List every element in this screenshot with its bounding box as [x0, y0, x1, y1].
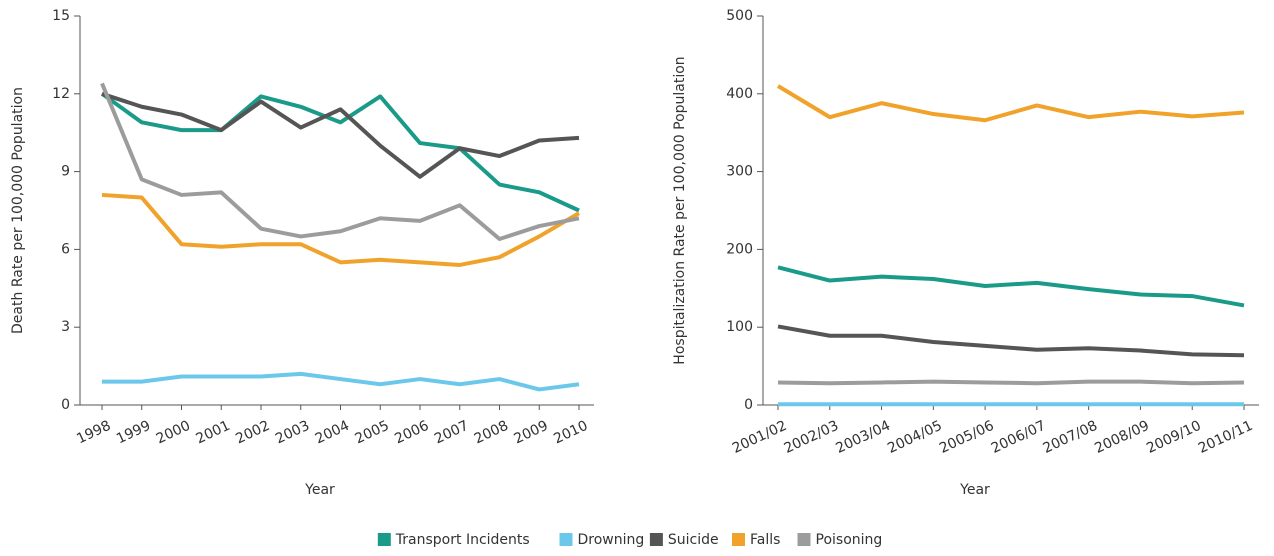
- y-tick-label: 500: [726, 8, 753, 24]
- legend-swatch: [559, 533, 573, 546]
- legend-label: Poisoning: [816, 532, 883, 548]
- line: [100, 92, 580, 213]
- x-tick-label: 2001/02: [730, 418, 789, 457]
- legend-swatch: [649, 533, 663, 546]
- legend-swatch: [732, 533, 745, 546]
- line: [101, 192, 581, 267]
- y-axis-title: Hospitalization Rate per 100,000 Populat…: [672, 56, 688, 364]
- x-tick-label: 2006/07: [989, 418, 1048, 457]
- line: [777, 265, 1245, 308]
- line: [100, 82, 580, 242]
- y-tick-label: 0: [61, 397, 70, 413]
- line: [101, 91, 580, 179]
- y-tick-label: 300: [726, 164, 753, 180]
- x-tick-label: 2007/08: [1041, 418, 1100, 457]
- y-tick-label: 400: [726, 86, 753, 102]
- line: [102, 371, 580, 392]
- x-tick-label: 2002/03: [782, 418, 841, 457]
- legend-label: Drowning: [578, 532, 645, 548]
- legend-label: Suicide: [668, 532, 719, 548]
- legend-swatch: [377, 533, 391, 546]
- x-tick-label: 2010/11: [1196, 418, 1255, 457]
- y-tick-label: 200: [726, 241, 753, 257]
- x-tick-label: 2007: [432, 418, 471, 448]
- y-tick-label: 6: [61, 241, 70, 257]
- x-tick-label: 2003: [273, 418, 312, 448]
- y-axis-title: Death Rate per 100,000 Population: [10, 87, 26, 334]
- x-tick-label: 2008/09: [1092, 418, 1151, 457]
- line: [776, 84, 1245, 123]
- x-tick-label: 2006: [392, 418, 431, 448]
- x-tick-label: 1999: [114, 418, 153, 448]
- line: [777, 379, 1245, 386]
- y-tick-label: 100: [726, 319, 753, 335]
- y-tick-label: 12: [52, 86, 70, 102]
- legend-label: Transport Incidents: [395, 532, 530, 548]
- x-tick-label: 2009: [512, 418, 551, 448]
- x-tick-label: 2004/05: [885, 418, 944, 457]
- x-axis-title: Year: [959, 482, 990, 498]
- legend-label: Falls: [750, 532, 780, 548]
- y-tick-label: 15: [52, 8, 70, 24]
- x-tick-label: 2009/10: [1144, 418, 1203, 457]
- y-tick-label: 0: [744, 397, 753, 413]
- x-tick-label: 2003/04: [833, 418, 893, 457]
- x-tick-label: 2008: [472, 418, 511, 448]
- x-tick-label: 2005: [353, 418, 392, 448]
- x-tick-label: 2000: [154, 418, 193, 448]
- x-tick-label: 1998: [74, 418, 113, 448]
- x-tick-label: 2005/06: [937, 418, 997, 457]
- legend-swatch: [797, 533, 811, 546]
- line: [777, 324, 1245, 358]
- x-tick-label: 2010: [551, 418, 590, 448]
- y-tick-label: 9: [61, 164, 70, 180]
- x-tick-label: 2004: [313, 418, 352, 448]
- y-tick-label: 3: [61, 319, 70, 335]
- x-tick-label: 2002: [233, 418, 272, 448]
- x-tick-label: 2001: [194, 418, 233, 448]
- x-axis-title: Year: [304, 482, 335, 498]
